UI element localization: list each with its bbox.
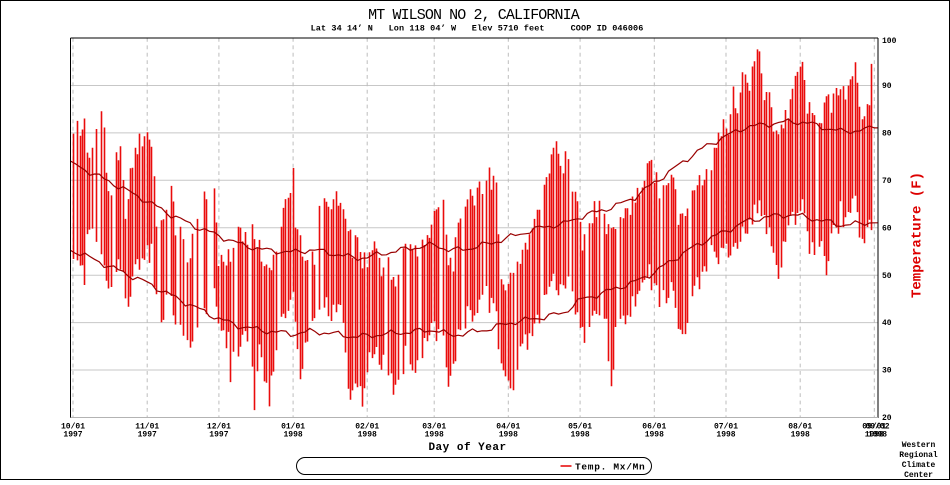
svg-text:12/01: 12/01 [207, 423, 231, 432]
svg-text:07/01: 07/01 [714, 423, 738, 432]
svg-text:1997: 1997 [63, 431, 82, 440]
svg-text:1998: 1998 [791, 431, 810, 440]
svg-text:MT WILSON NO 2, CALIFORNIA: MT WILSON NO 2, CALIFORNIA [368, 7, 580, 24]
svg-text:1998: 1998 [645, 431, 664, 440]
svg-text:06/01: 06/01 [642, 423, 666, 432]
svg-text:1998: 1998 [425, 431, 444, 440]
svg-text:08/01: 08/01 [788, 423, 812, 432]
svg-text:60: 60 [882, 224, 892, 233]
svg-text:50: 50 [882, 272, 892, 281]
svg-text:100: 100 [882, 37, 897, 46]
svg-text:05/01: 05/01 [568, 423, 592, 432]
svg-text:09/01: 09/01 [862, 423, 886, 432]
svg-text:Center: Center [904, 471, 933, 480]
svg-text:30: 30 [882, 367, 892, 376]
svg-text:Temperature (F): Temperature (F) [910, 172, 926, 298]
svg-text:Climate: Climate [902, 461, 936, 470]
svg-text:Temp. Mx/Mn: Temp. Mx/Mn [575, 462, 645, 473]
svg-text:Lat 34 14’ N Lon 118 04’ W: Lat 34 14’ N Lon 118 04’ W Elev 5710 fee… [311, 24, 644, 34]
svg-text:01/01: 01/01 [281, 423, 305, 432]
svg-text:40: 40 [882, 319, 892, 328]
svg-text:Regional: Regional [899, 451, 938, 460]
svg-text:1998: 1998 [868, 431, 887, 440]
svg-text:1998: 1998 [358, 431, 377, 440]
svg-text:10/01: 10/01 [61, 423, 85, 432]
svg-text:02/01: 02/01 [355, 423, 379, 432]
svg-text:09/02: 09/02 [865, 423, 889, 432]
svg-text:80: 80 [882, 130, 892, 139]
svg-text:1998: 1998 [283, 431, 302, 440]
svg-text:03/01: 03/01 [422, 423, 446, 432]
svg-text:90: 90 [882, 82, 892, 91]
svg-text:1998: 1998 [865, 431, 884, 440]
svg-text:1998: 1998 [499, 431, 518, 440]
svg-text:1997: 1997 [209, 431, 228, 440]
svg-text:1998: 1998 [716, 431, 735, 440]
svg-text:Day of Year: Day of Year [428, 442, 506, 454]
svg-text:1998: 1998 [570, 431, 589, 440]
svg-text:11/01: 11/01 [135, 423, 159, 432]
svg-text:20: 20 [882, 414, 892, 423]
svg-text:Western: Western [902, 441, 936, 450]
svg-text:70: 70 [882, 177, 892, 186]
svg-text:1997: 1997 [138, 431, 157, 440]
svg-text:04/01: 04/01 [496, 423, 520, 432]
